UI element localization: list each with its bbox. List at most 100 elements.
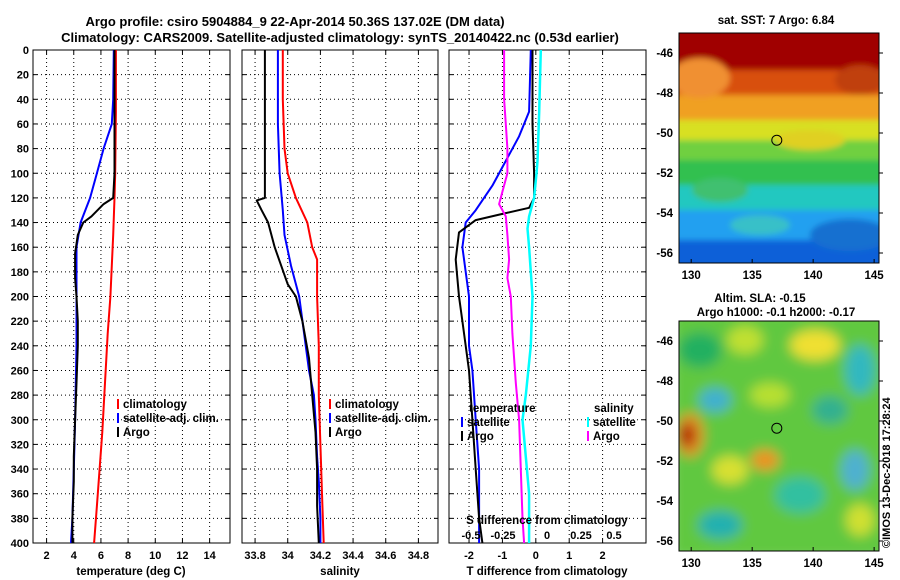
temperature-panel: 2 4 6 8 10 12 14 climatology satellite-adj. clim…	[32, 49, 231, 562]
sst-argo-marker	[771, 134, 783, 146]
s-tick-label-0.25: 0.25	[570, 530, 591, 542]
depth-tick-20: 20	[17, 70, 29, 82]
s-tick-label-0.5: 0.5	[606, 530, 621, 542]
sla-map-axes: 130 135 140 145 -46 -48 -50 -52 -54 -56	[656, 336, 884, 570]
series-line-t-argo	[454, 50, 536, 544]
map-y-label--56: -56	[656, 536, 673, 548]
difference-xlabel: T difference from climatology	[466, 566, 628, 578]
map-x-label-135: 135	[743, 270, 763, 282]
depth-tick-100: 100	[11, 168, 29, 180]
sla-argo-marker	[771, 422, 783, 434]
sst-map-axes: 130 135 140 145 -46 -48 -50 -52 -54 -56	[656, 48, 884, 282]
x-tick-label-34.2: 34.2	[310, 550, 331, 562]
series-line-climatology	[281, 50, 325, 544]
map-y-label--46: -46	[656, 48, 673, 60]
depth-tick-40: 40	[17, 94, 29, 106]
depth-tick-220: 220	[11, 316, 29, 328]
map-y-label--54: -54	[656, 496, 673, 508]
series-line-argo	[255, 50, 320, 544]
difference-panel: -2 -1 0 1 2 temperature satellite Argo salinity s…	[448, 49, 647, 562]
sst-map-title: sat. SST: 7 Argo: 6.84	[718, 15, 835, 27]
x-tick-label-10: 10	[149, 550, 161, 562]
x-tick-label-34: 34	[282, 550, 295, 562]
depth-tick-400: 400	[11, 538, 29, 550]
depth-tick-160: 160	[11, 242, 29, 254]
map-y-label--50: -50	[656, 128, 673, 140]
depth-tick-300: 300	[11, 415, 29, 427]
map-y-label--54: -54	[656, 208, 673, 220]
legend-label-climatology: climatology	[123, 399, 188, 411]
map-y-label--56: -56	[656, 248, 673, 260]
plot-frame	[241, 49, 439, 544]
sla-map-title1: Altim. SLA: -0.15	[714, 293, 806, 305]
s-difference-label: S difference from climatology	[466, 515, 628, 527]
series-line-argo	[71, 50, 116, 543]
x-tick-label-6: 6	[98, 550, 104, 562]
legend-label-argo: Argo	[335, 427, 362, 439]
x-tick-label--2: -2	[464, 550, 474, 562]
s-tick-label--0.25: -0.25	[490, 530, 515, 542]
x-tick-label--1: -1	[498, 550, 508, 562]
depth-tick-0: 0	[23, 45, 29, 57]
series-line-s-satellite	[521, 49, 543, 543]
x-tick-label-8: 8	[125, 550, 131, 562]
map-x-label-130: 130	[682, 558, 701, 570]
legend-label-s-cyan: satellite	[593, 417, 636, 429]
depth-axis: 0 20 40 60 80 100 120 140 160 180 200 220 240 260 280 3…	[11, 45, 29, 550]
legend-label-satellite: satellite-adj. clim.	[335, 413, 431, 425]
x-tick-label-34.6: 34.6	[375, 550, 396, 562]
legend-title-temperature: temperature	[469, 403, 535, 415]
title-line2: Climatology: CARS2009. Satellite-adjuste…	[61, 30, 619, 45]
depth-tick-280: 280	[11, 390, 29, 402]
plot-frame	[32, 49, 231, 544]
sst-map-frame	[678, 32, 880, 264]
map-y-label--52: -52	[656, 456, 673, 468]
map-x-label-145: 145	[865, 270, 885, 282]
map-x-label-140: 140	[804, 270, 823, 282]
x-tick-label-33.8: 33.8	[244, 550, 265, 562]
map-x-label-145: 145	[865, 558, 885, 570]
depth-tick-60: 60	[17, 119, 29, 131]
map-x-label-130: 130	[682, 270, 701, 282]
x-tick-label-14: 14	[203, 550, 216, 562]
series-line-t-satellite	[461, 49, 532, 543]
depth-tick-200: 200	[11, 292, 29, 304]
salinity-xlabel: salinity	[320, 566, 360, 578]
sla-map-title2: Argo h1000: -0.1 h2000: -0.17	[697, 307, 856, 319]
depth-tick-120: 120	[11, 193, 29, 205]
map-x-label-140: 140	[804, 558, 823, 570]
x-tick-label-12: 12	[176, 550, 188, 562]
x-tick-label-2: 2	[44, 550, 50, 562]
sla-map-frame	[678, 320, 880, 552]
series-line-s-argo	[498, 50, 526, 544]
legend-label-t-satellite: satellite	[467, 417, 510, 429]
map-y-label--50: -50	[656, 416, 673, 428]
x-tick-label-0: 0	[533, 550, 539, 562]
legend-label-argo: Argo	[123, 427, 150, 439]
x-tick-label-1: 1	[566, 550, 572, 562]
legend-label-satellite: satellite-adj. clim.	[123, 413, 219, 425]
map-y-label--46: -46	[656, 336, 673, 348]
map-y-label--48: -48	[656, 88, 673, 100]
map-y-label--52: -52	[656, 168, 673, 180]
sla-map	[679, 321, 879, 551]
depth-tick-380: 380	[11, 513, 29, 525]
depth-tick-340: 340	[11, 464, 29, 476]
x-tick-label-4: 4	[71, 550, 78, 562]
salinity-panel: 33.8 34 34.2 34.4 34.6 34.8 climatology satelli…	[241, 49, 439, 562]
depth-tick-140: 140	[11, 218, 29, 230]
title-line1: Argo profile: csiro 5904884_9 22-Apr-201…	[85, 14, 504, 29]
legend-title-salinity: salinity	[594, 403, 634, 415]
map-x-label-135: 135	[743, 558, 763, 570]
depth-tick-260: 260	[11, 365, 29, 377]
imos-credit: ©IMOS 13-Dec-2018 17:28:24	[881, 397, 893, 548]
x-tick-label-2: 2	[600, 550, 606, 562]
legend-label-t-argo: Argo	[467, 431, 494, 443]
sst-map	[679, 33, 879, 263]
depth-tick-240: 240	[11, 341, 29, 353]
map-y-label--48: -48	[656, 376, 673, 388]
x-tick-label-34.8: 34.8	[408, 550, 429, 562]
temperature-xlabel: temperature (deg C)	[76, 566, 185, 578]
s-tick-label--0.5: -0.5	[462, 530, 481, 542]
